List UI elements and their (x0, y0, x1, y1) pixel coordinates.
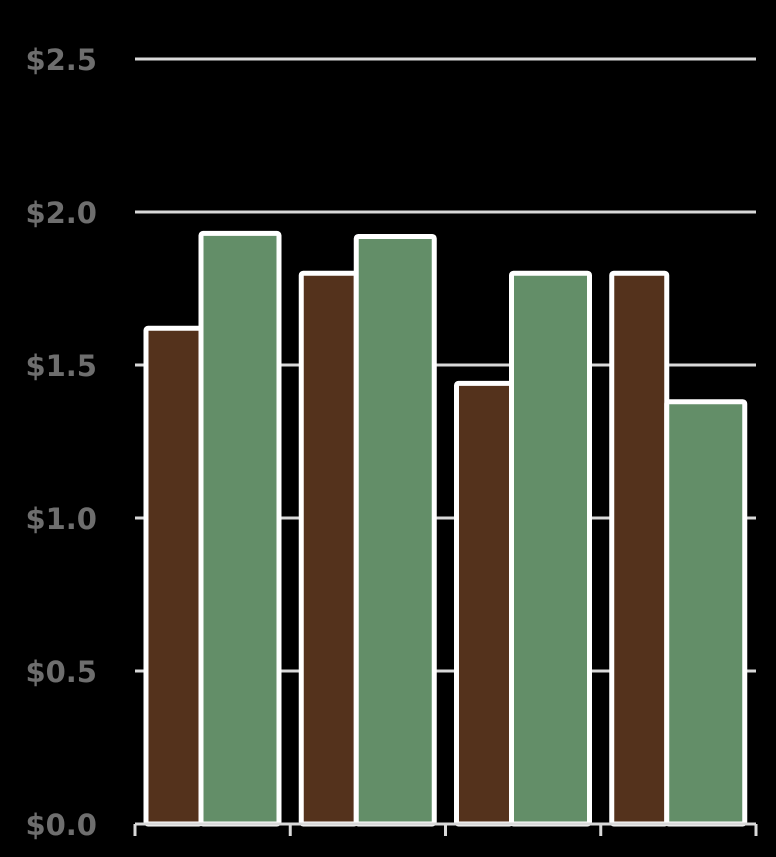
bar-series-1-category-3 (454, 380, 514, 827)
y-axis-tick-labels: $0.0 $0.5 $1.0 $1.5 $2.0 $2.5 (25, 43, 97, 842)
bar-series-1-category-2 (298, 270, 359, 827)
y-tick-label: $2.5 (25, 43, 97, 77)
bar-series-2-category-1 (198, 230, 282, 827)
y-tick-label: $0.5 (25, 655, 97, 689)
y-tick-label: $1.0 (25, 502, 97, 536)
bar-series-1-category-4 (609, 270, 670, 827)
x-axis (133, 822, 758, 836)
y-tick-label: $1.5 (25, 349, 97, 383)
bar-series-2-category-4 (664, 399, 748, 827)
bar-series-1-category-1 (143, 325, 204, 827)
bars (143, 230, 748, 827)
y-tick-label: $0.0 (25, 808, 97, 842)
bar-series-2-category-3 (509, 270, 592, 827)
y-tick-label: $2.0 (25, 196, 97, 230)
bar-series-2-category-2 (353, 233, 437, 827)
